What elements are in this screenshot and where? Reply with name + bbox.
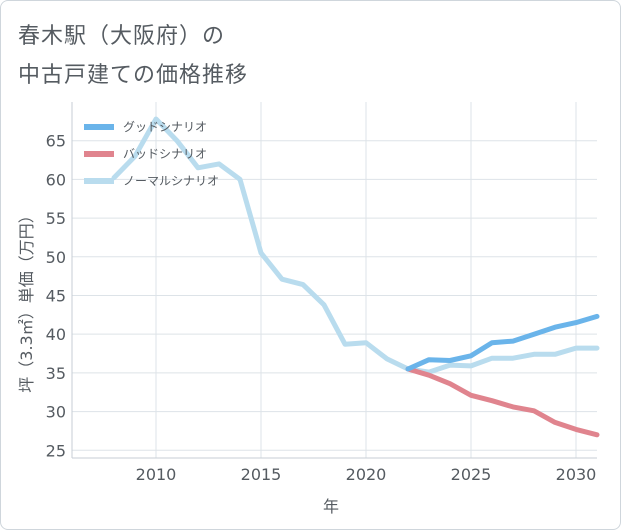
legend-label: グッドシナリオ bbox=[123, 120, 207, 134]
x-tick-label: 2015 bbox=[241, 465, 282, 484]
series-line-1 bbox=[405, 366, 600, 438]
legend-label: ノーマルシナリオ bbox=[123, 174, 219, 188]
y-tick-label: 55 bbox=[46, 209, 66, 228]
y-tick-label: 50 bbox=[46, 248, 66, 267]
x-tick-label: 2010 bbox=[136, 465, 177, 484]
y-tick-label: 65 bbox=[46, 132, 66, 151]
x-tick-label: 2030 bbox=[556, 465, 597, 484]
axes: 25 30 35 40 45 50 55 60 65 2010 2015 2020 2025 2030 bbox=[46, 102, 597, 484]
series-lines bbox=[111, 116, 600, 438]
page-title-line1: 春木駅（大阪府）の bbox=[18, 24, 226, 49]
x-tick-label: 2020 bbox=[346, 465, 387, 484]
series-line-2 bbox=[111, 116, 600, 375]
y-tick-label: 60 bbox=[46, 170, 66, 189]
series-line-0 bbox=[405, 313, 600, 372]
y-tick-label: 40 bbox=[46, 325, 66, 344]
y-tick-label: 45 bbox=[46, 286, 66, 305]
grid bbox=[72, 102, 597, 458]
x-tick-label: 2025 bbox=[451, 465, 492, 484]
y-tick-label: 25 bbox=[46, 441, 66, 460]
y-tick-label: 30 bbox=[46, 403, 66, 422]
legend-label: バッドシナリオ bbox=[123, 147, 207, 161]
y-axis-label: 坪（3.3㎡）単価（万円） bbox=[17, 207, 36, 392]
x-axis-label: 年 bbox=[323, 497, 339, 516]
page-title-line2: 中古戸建ての価格推移 bbox=[18, 63, 249, 88]
y-tick-label: 35 bbox=[46, 364, 66, 383]
